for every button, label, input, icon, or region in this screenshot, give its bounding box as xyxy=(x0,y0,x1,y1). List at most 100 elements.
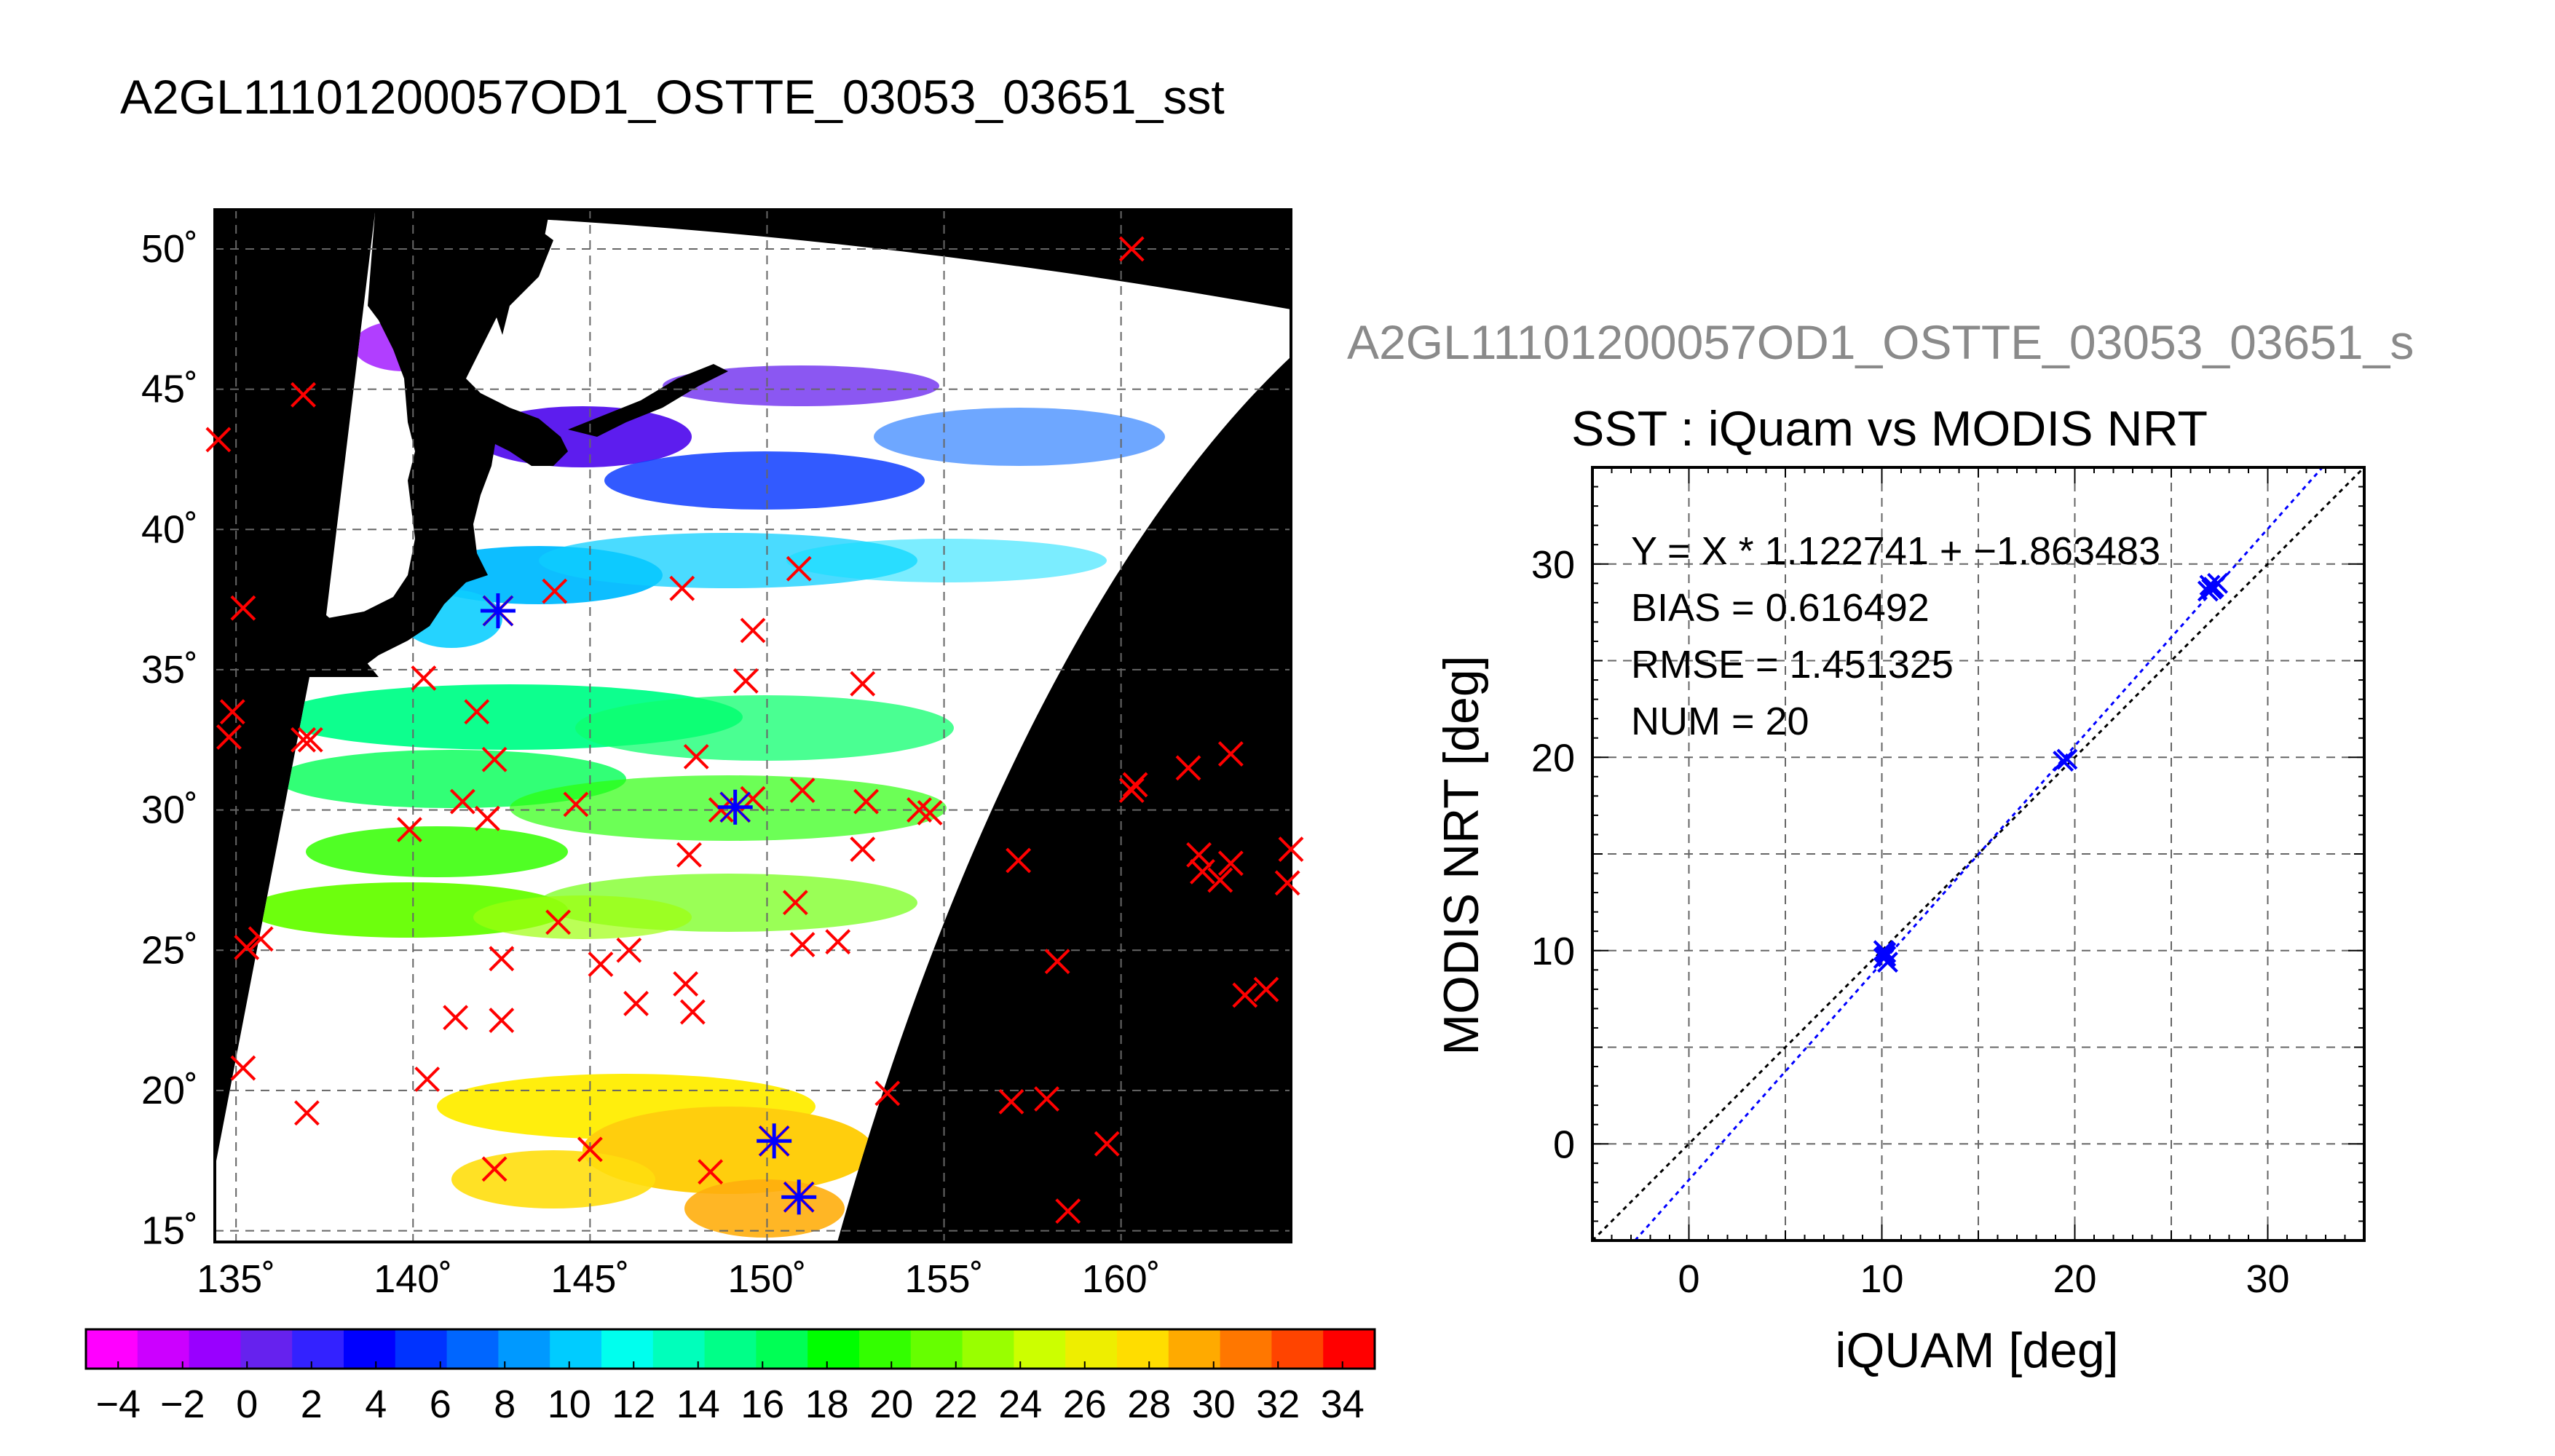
scatter-x-tick-label: 20 xyxy=(2053,1257,2096,1301)
red-x-mark xyxy=(545,909,572,935)
land-mass xyxy=(215,210,728,677)
red-x-mark xyxy=(216,724,242,750)
red-x-mark xyxy=(248,926,274,952)
red-x-mark xyxy=(474,805,500,831)
red-x-mark xyxy=(782,890,808,916)
red-x-mark xyxy=(542,578,568,604)
red-x-mark xyxy=(1094,1131,1120,1157)
red-x-mark xyxy=(825,929,851,955)
map-axis-ticks: 135˚ 140˚ 145˚ 150˚ 155˚ 160˚ 15˚ 20˚ 25˚ 30˚ 35˚ 4… xyxy=(141,227,1161,1301)
colorbar-tick-label: 22 xyxy=(934,1382,978,1426)
colorbar-tick-label: 10 xyxy=(548,1382,591,1426)
red-x-mark xyxy=(853,788,879,815)
map-y-tick-label: 35˚ xyxy=(141,648,198,692)
red-x-mark xyxy=(291,727,316,753)
colorbar-tick-label: 16 xyxy=(741,1382,784,1426)
red-x-mark xyxy=(291,381,316,408)
colorbar-tick-label: 34 xyxy=(1321,1382,1365,1426)
map-y-tick-label: 25˚ xyxy=(141,928,198,972)
bias-stat: BIAS = 0.616492 xyxy=(1631,586,1930,630)
map-y-tick-label: 50˚ xyxy=(141,227,198,271)
rmse-stat: RMSE = 1.451325 xyxy=(1631,643,1954,687)
red-x-mark xyxy=(683,743,709,769)
scatter-x-tick-label: 0 xyxy=(1678,1257,1699,1301)
colorbar-segment xyxy=(1271,1329,1324,1369)
red-x-mark xyxy=(676,842,702,868)
map-observation-marks xyxy=(205,236,1304,1224)
red-x-mark xyxy=(1044,949,1070,975)
colorbar-tick-label: 30 xyxy=(1192,1382,1236,1426)
scatter-point xyxy=(2197,580,2219,602)
blue-star-mark xyxy=(781,1179,817,1215)
scatter-axis-ticks: 0 10 20 30 0 10 20 30 xyxy=(1531,467,2365,1301)
blue-star-mark xyxy=(480,593,516,629)
colorbar-tick-label: 0 xyxy=(236,1382,258,1426)
red-x-mark xyxy=(577,1136,603,1163)
red-x-mark xyxy=(789,778,816,804)
colorbar-tick-label: 26 xyxy=(1063,1382,1107,1426)
red-x-mark xyxy=(740,617,766,644)
regression-line xyxy=(1634,467,2323,1241)
red-x-mark xyxy=(414,1067,441,1092)
colorbar-segment xyxy=(1323,1329,1375,1369)
red-x-mark xyxy=(588,951,614,977)
colorbar-tick-label: 4 xyxy=(365,1382,387,1426)
colorbar-tick-label: −4 xyxy=(95,1382,141,1426)
red-x-mark xyxy=(1055,1198,1081,1224)
colorbar-segment xyxy=(1014,1329,1066,1369)
colorbar-segment xyxy=(1065,1329,1118,1369)
red-x-mark xyxy=(616,937,642,963)
map-x-tick-label: 140˚ xyxy=(374,1257,452,1301)
red-x-mark xyxy=(1232,982,1258,1008)
map-y-tick-label: 30˚ xyxy=(141,788,198,832)
red-x-mark xyxy=(1217,850,1244,877)
red-x-mark xyxy=(1217,741,1244,767)
blue-star-mark xyxy=(717,789,753,825)
colorbar-tick-label: 6 xyxy=(430,1382,451,1426)
red-x-mark xyxy=(850,670,876,697)
colorbar-segment xyxy=(859,1329,912,1369)
colorbar-segment xyxy=(189,1329,241,1369)
colorbar-segment xyxy=(1168,1329,1221,1369)
red-x-mark xyxy=(234,934,260,960)
red-x-mark xyxy=(481,1156,508,1182)
scatter-reference-lines xyxy=(1591,466,2366,1242)
colorbar-segment xyxy=(446,1329,499,1369)
blue-star-mark xyxy=(757,1123,792,1159)
colorbar-segment xyxy=(344,1329,396,1369)
colorbar-segment xyxy=(240,1329,293,1369)
scatter-x-tick-label: 10 xyxy=(1860,1257,1903,1301)
red-x-mark xyxy=(907,797,932,823)
colorbar-tick-label: 20 xyxy=(869,1382,913,1426)
scatter-y-tick-label: 0 xyxy=(1553,1123,1575,1166)
map-title: A2GL11101200057OD1_OSTTE_03053_03651_sst xyxy=(120,70,1225,124)
colorbar-segment xyxy=(395,1329,448,1369)
red-x-mark xyxy=(1186,842,1212,868)
red-x-mark xyxy=(1006,847,1032,874)
red-x-mark xyxy=(1118,778,1145,804)
sst-colorbar: −4 −2 0 2 4 6 8 10 12 14 16 18 20 22 24 26 28 30 32 34 xyxy=(84,1328,1376,1426)
scatter-gridlines xyxy=(1592,467,2364,1241)
colorbar-segment xyxy=(910,1329,963,1369)
red-x-mark xyxy=(623,991,649,1016)
colorbar-frame xyxy=(84,1328,1376,1370)
map-y-tick-label: 45˚ xyxy=(141,368,198,411)
map-x-tick-label: 145˚ xyxy=(550,1257,629,1301)
colorbar-segment xyxy=(652,1329,706,1369)
red-x-mark xyxy=(443,1005,469,1031)
sst-map: 135˚ 140˚ 145˚ 150˚ 155˚ 160˚ 15˚ 20˚ 25˚ 30˚ 35˚ 4… xyxy=(141,208,1304,1301)
red-x-mark xyxy=(230,1055,256,1081)
fit-equation: Y = X * 1.122741 + −1.863483 xyxy=(1631,529,2160,573)
colorbar-tick-label: 14 xyxy=(676,1382,720,1426)
scatter-point xyxy=(1875,941,1897,963)
colorbar-tick-label: 12 xyxy=(612,1382,655,1426)
red-x-mark xyxy=(481,746,508,772)
map-frame xyxy=(213,208,1292,1243)
red-x-mark xyxy=(789,932,816,957)
map-y-tick-label: 40˚ xyxy=(141,507,198,551)
red-x-mark xyxy=(786,555,812,582)
red-x-mark xyxy=(297,727,323,753)
scatter-plot: SST : iQuam vs MODIS NRT 0 10 20 300102030 … xyxy=(1434,401,2366,1378)
colorbar-segment xyxy=(498,1329,550,1369)
red-x-mark xyxy=(396,817,422,842)
